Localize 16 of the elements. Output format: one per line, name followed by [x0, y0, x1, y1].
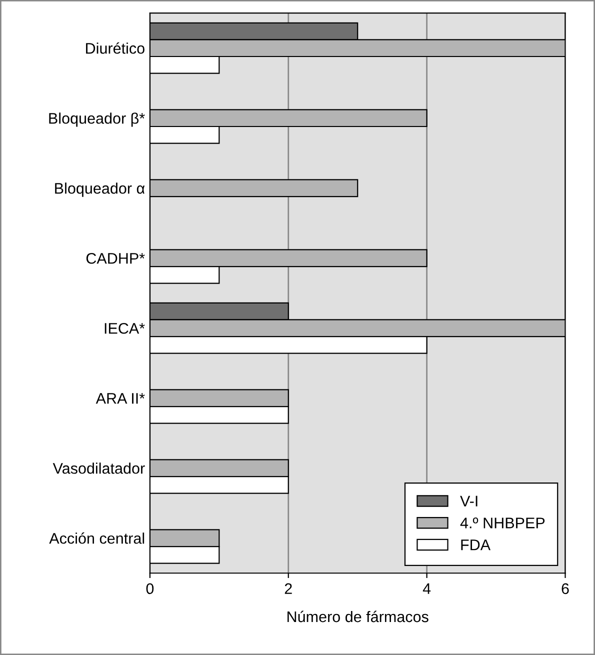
legend-label: 4.º NHBPEP — [460, 518, 545, 528]
y-tick-label: Bloqueador β* — [49, 112, 145, 127]
y-tick-label: IECA* — [104, 322, 145, 334]
legend-label: FDA — [461, 540, 491, 550]
x-tick-label: 6 — [562, 583, 569, 594]
y-tick-label: Diurético — [86, 42, 144, 54]
legend-label: V-I — [460, 496, 478, 506]
x-tick-label: 4 — [422, 583, 431, 594]
x-tick-label: 0 — [146, 583, 154, 594]
x-axis-title: Número de fármacos — [288, 610, 428, 622]
y-tick-label: Acción central — [49, 532, 144, 544]
x-tick-label: 2 — [284, 583, 292, 594]
y-tick-label: Bloqueador α — [55, 182, 145, 197]
y-tick-label: CADHP* — [86, 252, 145, 264]
y-tick-label: Vasodilatador — [52, 462, 145, 474]
y-tick-label: ARA II* — [96, 393, 145, 404]
